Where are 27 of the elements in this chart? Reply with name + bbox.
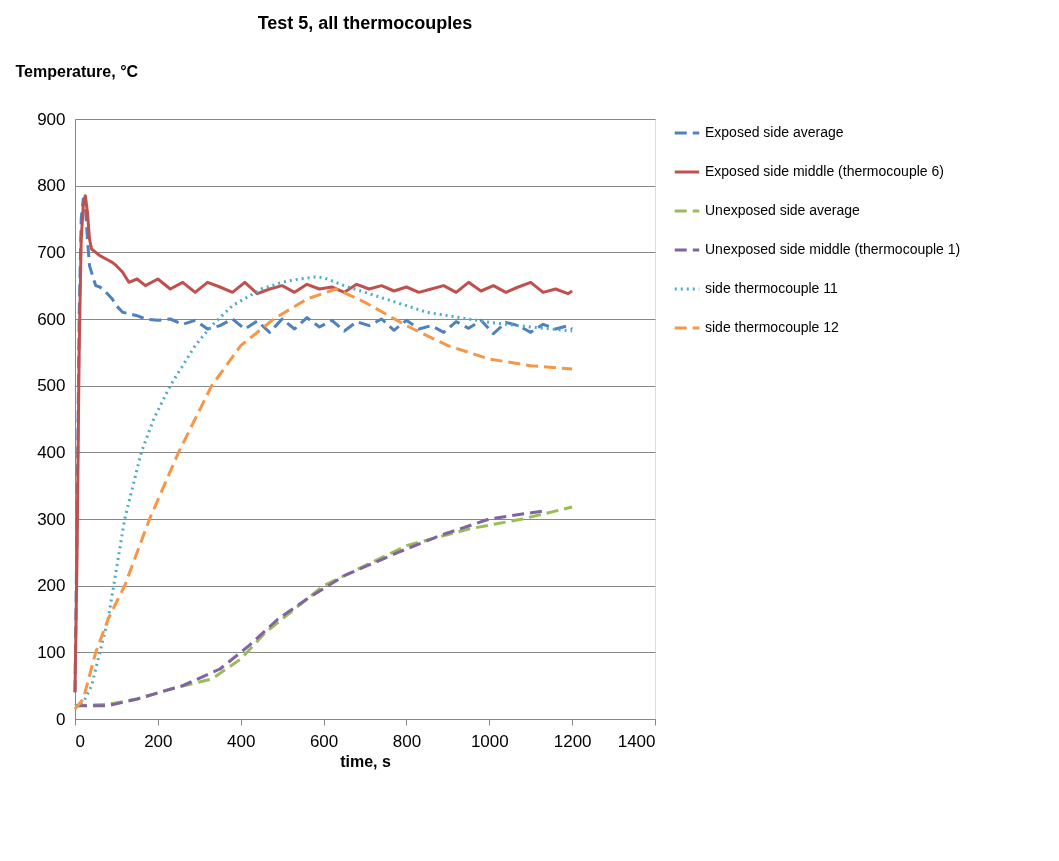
y-tick-label: 500 bbox=[37, 376, 66, 396]
y-tick-label: 900 bbox=[37, 109, 66, 129]
y-tick-label: 100 bbox=[37, 642, 66, 662]
y-tick-label: 700 bbox=[37, 242, 66, 262]
y-tick-label: 200 bbox=[37, 576, 66, 596]
legend-label: Exposed side middle (thermocouple 6) bbox=[705, 163, 944, 179]
x-tick-label: 800 bbox=[392, 731, 422, 751]
y-axis-title: Temperature, °C bbox=[15, 62, 139, 80]
legend-label: Exposed side average bbox=[705, 124, 844, 140]
y-tick-label: 600 bbox=[37, 309, 66, 329]
y-tick-label: 300 bbox=[37, 509, 66, 529]
y-tick-label: 400 bbox=[37, 442, 66, 462]
legend-label: Unexposed side average bbox=[705, 202, 861, 218]
y-tick-label: 800 bbox=[37, 176, 66, 196]
x-tick-label: 200 bbox=[144, 731, 173, 751]
x-tick-label: 1000 bbox=[470, 731, 509, 751]
x-tick-label: 400 bbox=[227, 731, 256, 751]
legend-label: side thermocouple 11 bbox=[705, 280, 839, 296]
y-tick-label: 0 bbox=[56, 709, 66, 729]
x-axis-title: time, s bbox=[340, 752, 391, 770]
x-tick-label: 1200 bbox=[553, 731, 592, 751]
x-tick-label: 1400 bbox=[617, 731, 656, 751]
x-tick-label: 600 bbox=[309, 731, 339, 751]
x-tick-label: 0 bbox=[75, 731, 85, 751]
chart-title: Test 5, all thermocouples bbox=[257, 13, 473, 33]
legend-label: Unexposed side middle (thermocouple 1) bbox=[705, 241, 961, 257]
legend-label: side thermocouple 12 bbox=[705, 319, 840, 335]
